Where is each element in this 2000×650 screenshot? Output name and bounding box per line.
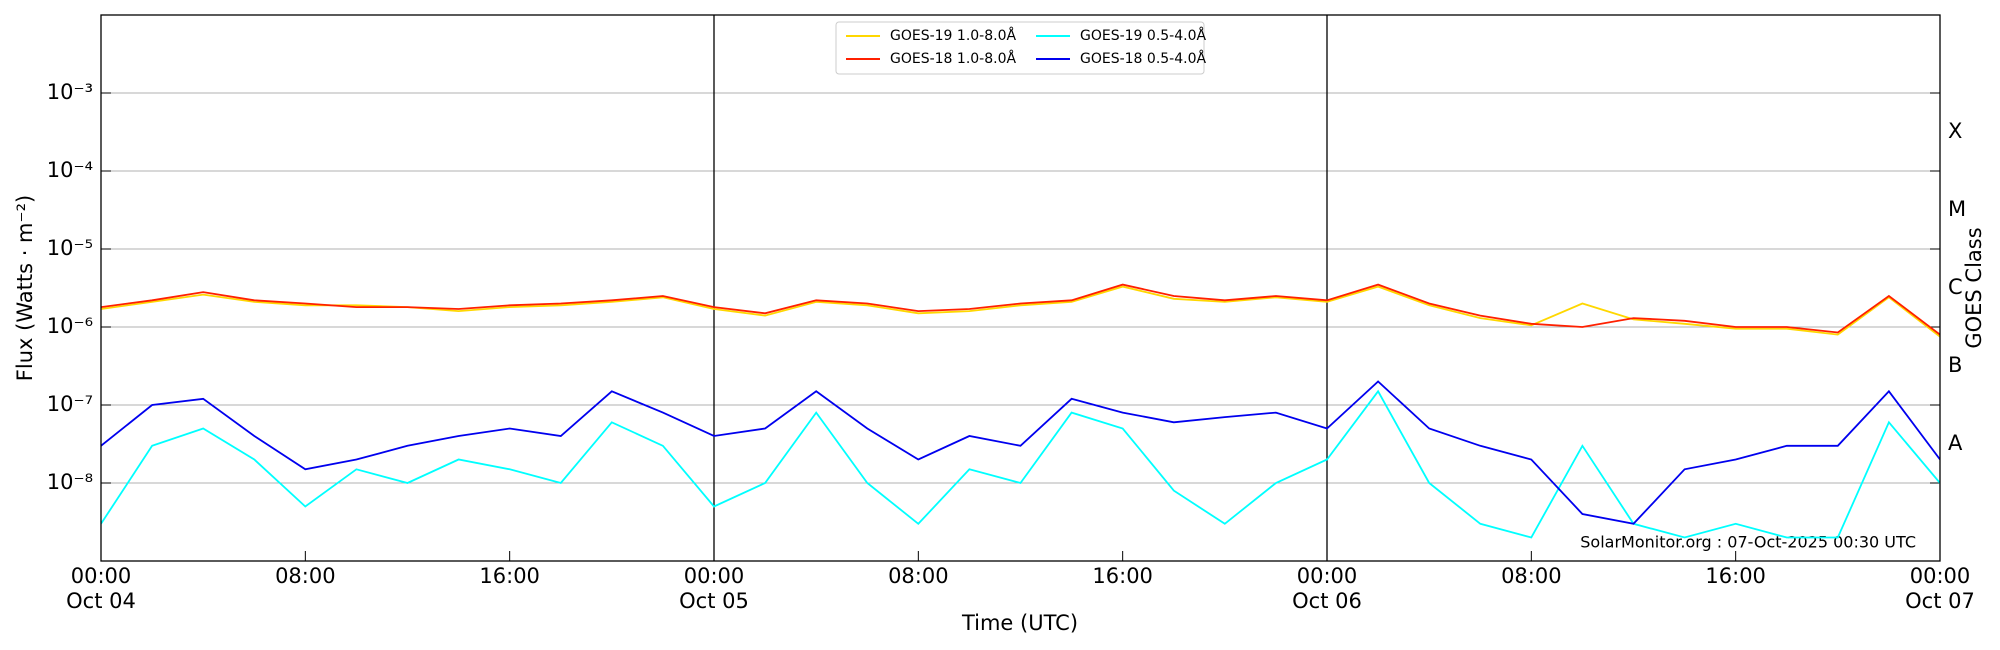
x-axis-label: Time (UTC) bbox=[961, 611, 1078, 635]
y-tick-label: 10⁻⁸ bbox=[47, 470, 93, 494]
series-line bbox=[101, 380, 1940, 525]
legend-label: GOES-19 0.5-4.0Å bbox=[1080, 27, 1206, 44]
x-tick-label: 16:00 bbox=[479, 564, 540, 588]
y2-axis-label: GOES Class bbox=[1962, 227, 1986, 348]
y2-tick-label: A bbox=[1948, 431, 1963, 455]
y2-tick-label: X bbox=[1948, 119, 1962, 143]
y-tick-label: 10⁻⁶ bbox=[47, 314, 93, 338]
x-tick-label: 00:00 Oct 05 bbox=[679, 564, 749, 613]
x-tick-label: 16:00 bbox=[1092, 564, 1153, 588]
x-tick-label: 08:00 bbox=[275, 564, 336, 588]
plot-lines bbox=[101, 283, 1940, 539]
x-tick-label: 08:00 bbox=[888, 564, 949, 588]
x-tick-label: 00:00 Oct 04 bbox=[66, 564, 136, 613]
y-tick-label: 10⁻⁷ bbox=[47, 392, 93, 416]
plot-frame bbox=[100, 14, 1941, 562]
series-line bbox=[101, 283, 1940, 336]
legend-label: GOES-18 0.5-4.0Å bbox=[1080, 50, 1206, 67]
x-tick-label: 16:00 bbox=[1705, 564, 1766, 588]
x-tick-label: 08:00 bbox=[1501, 564, 1562, 588]
y2-tick-label: B bbox=[1948, 353, 1962, 377]
y2-tick-label: M bbox=[1948, 197, 1966, 221]
series-line bbox=[101, 285, 1940, 338]
legend-box bbox=[835, 21, 1205, 75]
y-tick-label: 10⁻³ bbox=[47, 80, 93, 104]
y-tick-label: 10⁻⁴ bbox=[47, 158, 93, 182]
y2-tick-label: C bbox=[1948, 275, 1963, 299]
y-tick-label: 10⁻⁵ bbox=[47, 236, 93, 260]
legend-label: GOES-18 1.0-8.0Å bbox=[890, 50, 1016, 67]
annotation: SolarMonitor.org : 07-Oct-2025 00:30 UTC bbox=[1580, 533, 1916, 552]
x-tick-label: 00:00 Oct 07 bbox=[1905, 564, 1975, 613]
series-line bbox=[101, 389, 1940, 539]
legend-label: GOES-19 1.0-8.0Å bbox=[890, 27, 1016, 44]
x-tick-label: 00:00 Oct 06 bbox=[1292, 564, 1362, 613]
y-axis-label: Flux (Watts · m⁻²) bbox=[13, 195, 37, 381]
